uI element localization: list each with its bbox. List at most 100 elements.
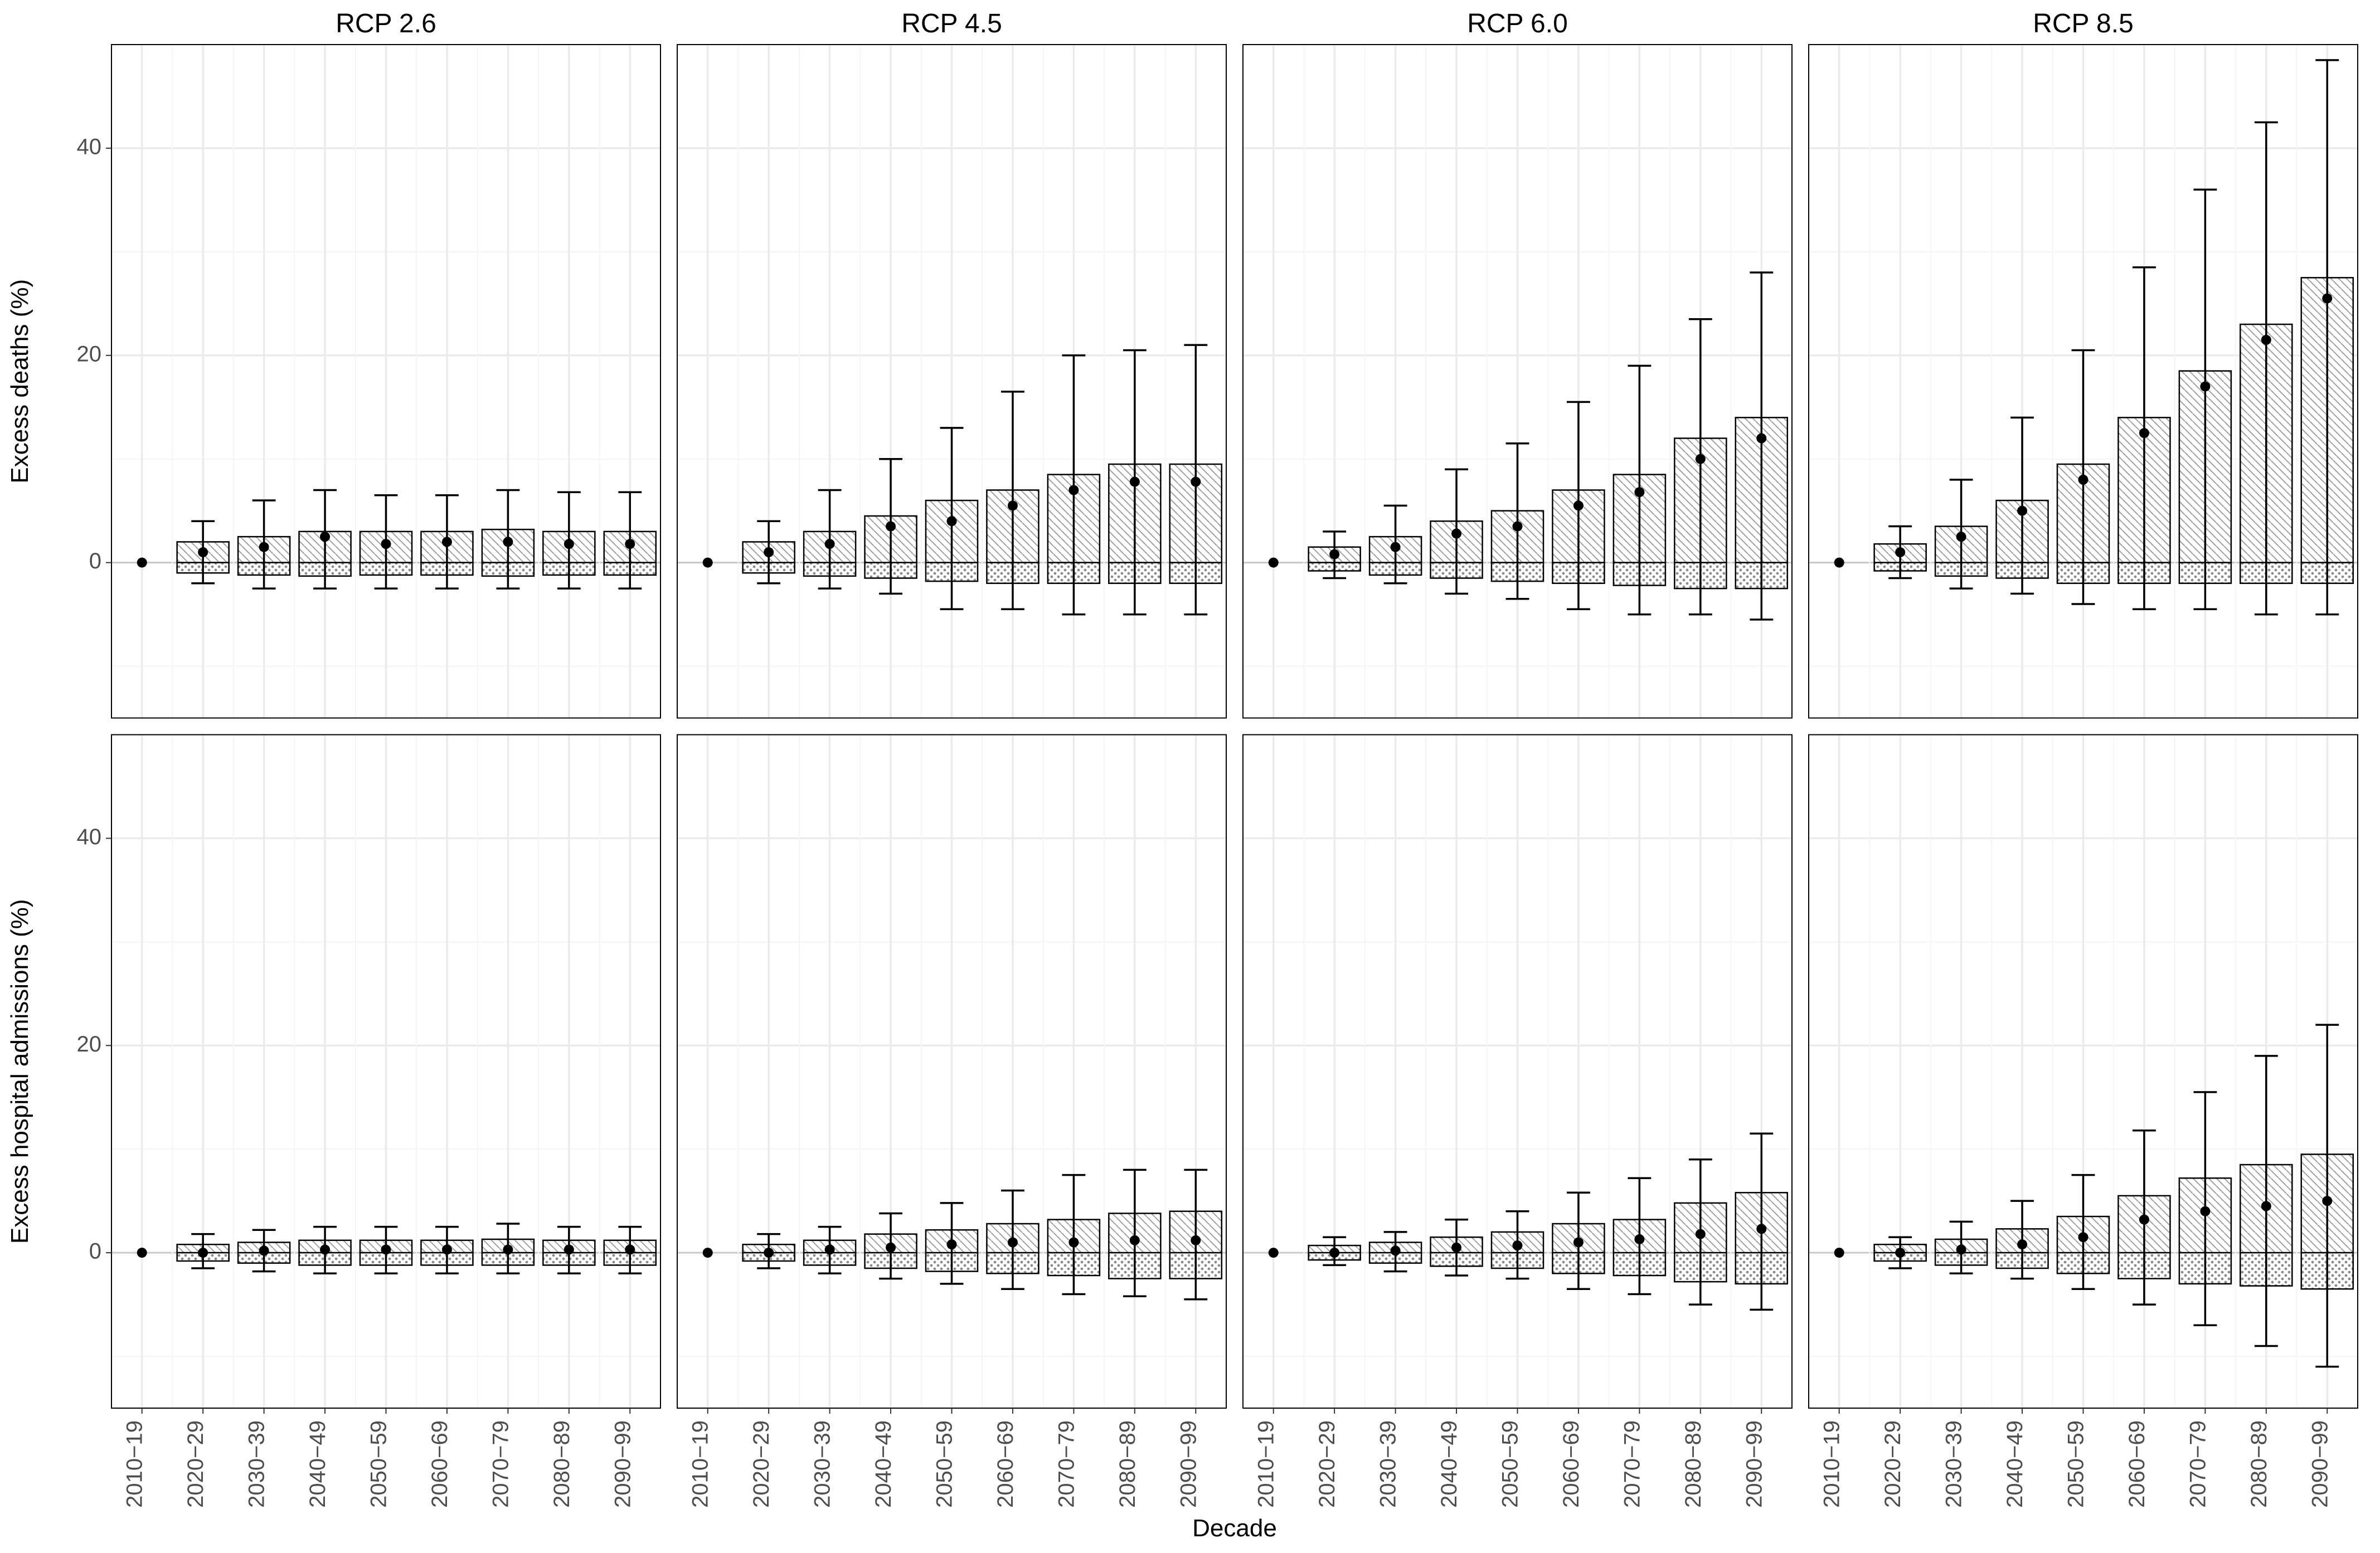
point-estimate	[137, 1248, 147, 1258]
x-tick-label: 2020−29	[183, 1420, 208, 1508]
x-tick-label: 2020−29	[1881, 1420, 1905, 1508]
point-estimate	[1895, 1248, 1905, 1258]
point-estimate	[1696, 1229, 1706, 1239]
panel: 2010−192020−292030−392040−492050−592060−…	[1243, 735, 1792, 1508]
x-tick-label: 2010−19	[688, 1420, 713, 1508]
x-tick-label: 2070−79	[488, 1420, 513, 1508]
point-estimate	[1329, 549, 1339, 559]
x-tick-label: 2060−69	[2125, 1420, 2149, 1508]
x-tick-label: 2020−29	[749, 1420, 774, 1508]
point-estimate	[2139, 1215, 2149, 1225]
point-estimate	[1634, 487, 1644, 497]
x-tick-label: 2010−19	[123, 1420, 147, 1508]
point-estimate	[381, 1245, 391, 1255]
point-estimate	[1573, 1238, 1584, 1248]
point-estimate	[1696, 454, 1706, 464]
point-estimate	[764, 1248, 774, 1258]
x-tick-label: 2070−79	[2185, 1420, 2210, 1508]
x-tick-label: 2050−59	[2064, 1420, 2088, 1508]
point-estimate	[1756, 1224, 1766, 1234]
point-estimate	[2261, 1201, 2271, 1211]
point-estimate	[1329, 1248, 1339, 1258]
point-estimate	[503, 1245, 513, 1255]
point-estimate	[1451, 1243, 1461, 1253]
facet-col-title: RCP 2.6	[336, 9, 436, 38]
point-estimate	[1068, 485, 1079, 495]
point-estimate	[825, 539, 835, 549]
x-tick-label: 2020−29	[1315, 1420, 1339, 1508]
x-tick-label: 2060−69	[428, 1420, 452, 1508]
point-estimate	[1956, 532, 1966, 542]
x-tick-label: 2050−59	[932, 1420, 957, 1508]
row-axis-title: Excess hospital admissions (%)	[6, 899, 33, 1244]
point-estimate	[1191, 1235, 1201, 1245]
x-tick-label: 2070−79	[1620, 1420, 1644, 1508]
facet-col-title: RCP 6.0	[1467, 9, 1568, 38]
point-estimate	[1513, 1240, 1523, 1250]
point-estimate	[2200, 1206, 2210, 1216]
x-tick-label: 2040−49	[1437, 1420, 1461, 1508]
y-tick-label: 40	[77, 134, 102, 159]
panel: 02040	[77, 45, 661, 718]
point-estimate	[381, 539, 391, 549]
point-estimate	[2139, 428, 2149, 438]
point-estimate	[2078, 1232, 2088, 1242]
point-estimate	[198, 1248, 208, 1258]
point-estimate	[2322, 294, 2332, 304]
x-tick-label: 2060−69	[993, 1420, 1018, 1508]
point-estimate	[259, 542, 269, 552]
x-tick-label: 2080−89	[1681, 1420, 1706, 1508]
point-estimate	[886, 1243, 896, 1253]
point-estimate	[625, 1245, 635, 1255]
point-estimate	[320, 532, 330, 542]
point-estimate	[825, 1245, 835, 1255]
point-estimate	[137, 558, 147, 568]
panel	[1809, 45, 2358, 718]
point-estimate	[764, 547, 774, 557]
point-estimate	[947, 1239, 957, 1249]
point-estimate	[259, 1245, 269, 1255]
x-tick-label: 2030−39	[810, 1420, 835, 1508]
y-tick-label: 0	[89, 1239, 101, 1264]
point-estimate	[1451, 529, 1461, 539]
point-estimate	[1956, 1245, 1966, 1255]
point-estimate	[1130, 1235, 1140, 1245]
point-estimate	[1391, 1245, 1401, 1255]
facet-col-title: RCP 4.5	[901, 9, 1002, 38]
point-estimate	[625, 539, 635, 549]
x-tick-label: 2040−49	[2003, 1420, 2027, 1508]
x-tick-label: 2050−59	[1498, 1420, 1523, 1508]
x-tick-label: 2090−99	[610, 1420, 635, 1508]
point-estimate	[1756, 434, 1766, 444]
x-tick-label: 2040−49	[305, 1420, 330, 1508]
point-estimate	[1269, 1248, 1279, 1258]
point-estimate	[703, 1248, 713, 1258]
point-estimate	[1130, 477, 1140, 487]
panel	[677, 45, 1226, 718]
facet-grid-chart: RCP 2.6RCP 4.5RCP 6.0RCP 8.5Excess death…	[0, 0, 2380, 1553]
y-tick-label: 20	[77, 342, 102, 366]
point-estimate	[703, 558, 713, 568]
point-estimate	[2322, 1196, 2332, 1206]
point-estimate	[1068, 1238, 1079, 1248]
y-tick-label: 40	[77, 825, 102, 849]
point-estimate	[564, 539, 574, 549]
point-estimate	[1008, 1238, 1018, 1248]
point-estimate	[1391, 542, 1401, 552]
panel: 2010−192020−292030−392040−492050−592060−…	[677, 735, 1226, 1508]
x-tick-label: 2090−99	[1176, 1420, 1201, 1508]
row-axis-title: Excess deaths (%)	[6, 279, 33, 484]
point-estimate	[1573, 500, 1584, 510]
point-estimate	[1834, 558, 1844, 568]
point-estimate	[1513, 522, 1523, 532]
panel	[1243, 45, 1792, 718]
x-tick-label: 2080−89	[1115, 1420, 1140, 1508]
x-axis-title: Decade	[1192, 1515, 1277, 1542]
x-tick-label: 2030−39	[1376, 1420, 1401, 1508]
point-estimate	[2017, 1239, 2027, 1249]
x-tick-label: 2030−39	[245, 1420, 269, 1508]
point-estimate	[947, 516, 957, 526]
point-estimate	[1895, 547, 1905, 557]
x-tick-label: 2090−99	[1742, 1420, 1766, 1508]
point-estimate	[2200, 382, 2210, 392]
